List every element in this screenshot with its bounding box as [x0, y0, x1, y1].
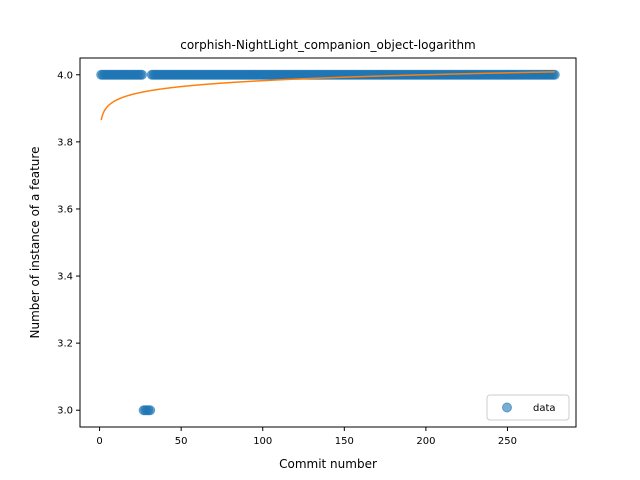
x-tick-label: 100 [253, 436, 272, 447]
y-tick-label: 3.4 [57, 272, 73, 283]
legend-box [486, 394, 570, 421]
legend-label-data: data [533, 403, 556, 414]
data-point [145, 405, 156, 416]
x-axis-label: Commit number [279, 457, 377, 471]
data-point [137, 69, 147, 80]
chart-title: corphish-NightLight_companion_object-log… [180, 38, 476, 52]
x-tick-label: 200 [416, 436, 435, 447]
plot-area [80, 58, 576, 427]
x-tick-label: 250 [498, 436, 517, 447]
x-tick-label: 150 [335, 436, 354, 447]
legend: data [486, 394, 570, 421]
x-tick-label: 50 [175, 436, 188, 447]
x-tick-label: 0 [96, 436, 102, 447]
y-axis-label: Number of instance of a feature [28, 147, 42, 339]
y-tick-label: 3.6 [57, 204, 73, 215]
y-tick-label: 3.2 [57, 339, 73, 350]
fit-line [100, 71, 555, 121]
y-tick-label: 4.0 [57, 70, 73, 81]
y-tick-label: 3.8 [57, 137, 73, 148]
axes-frame [79, 57, 577, 428]
legend-marker-data [502, 402, 512, 413]
y-tick-label: 3.0 [57, 406, 73, 417]
